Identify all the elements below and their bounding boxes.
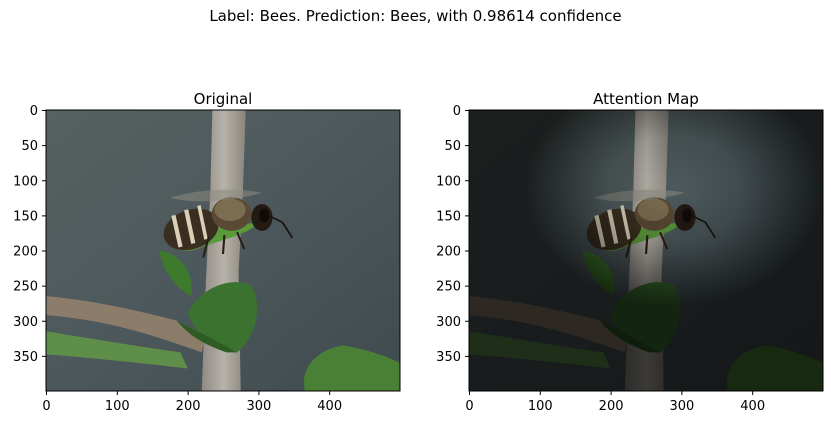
y-tick-label: 350 (13, 350, 38, 365)
y-tick-label: 300 (436, 315, 461, 330)
y-tick-label: 100 (13, 174, 38, 189)
y-tick-label: 50 (21, 139, 38, 154)
y-tick-label: 250 (436, 280, 461, 295)
y-tick-label: 0 (453, 104, 461, 119)
y-tick-label: 200 (13, 245, 38, 260)
x-tick-label: 0 (42, 399, 50, 414)
x-tick-label: 400 (740, 399, 765, 414)
y-tick-label: 150 (13, 209, 38, 224)
attention-overlay (469, 110, 823, 391)
x-tick-label: 100 (528, 399, 553, 414)
original-image (46, 110, 400, 391)
x-tick-label: 0 (465, 399, 473, 414)
original-axes: 0 100 200 300 400 0 50 100 150 200 250 300 350 (13, 104, 400, 414)
y-tick-label: 100 (436, 174, 461, 189)
original-panel-title: Original (193, 90, 253, 108)
y-tick-label: 0 (30, 104, 38, 119)
y-tick-label: 250 (13, 280, 38, 295)
y-tick-label: 150 (436, 209, 461, 224)
attention-axes: 0 100 200 300 400 0 50 100 150 200 250 300 350 (436, 104, 823, 414)
x-tick-label: 300 (246, 399, 271, 414)
x-tick-label: 100 (105, 399, 130, 414)
x-tick-label: 200 (599, 399, 624, 414)
y-tick-label: 50 (444, 139, 461, 154)
y-tick-label: 350 (436, 350, 461, 365)
x-tick-label: 200 (176, 399, 201, 414)
figure-suptitle: Label: Bees. Prediction: Bees, with 0.98… (209, 7, 622, 25)
x-tick-label: 400 (317, 399, 342, 414)
x-tick-label: 300 (669, 399, 694, 414)
y-tick-label: 200 (436, 245, 461, 260)
y-tick-label: 300 (13, 315, 38, 330)
attention-panel-title: Attention Map (593, 90, 699, 108)
